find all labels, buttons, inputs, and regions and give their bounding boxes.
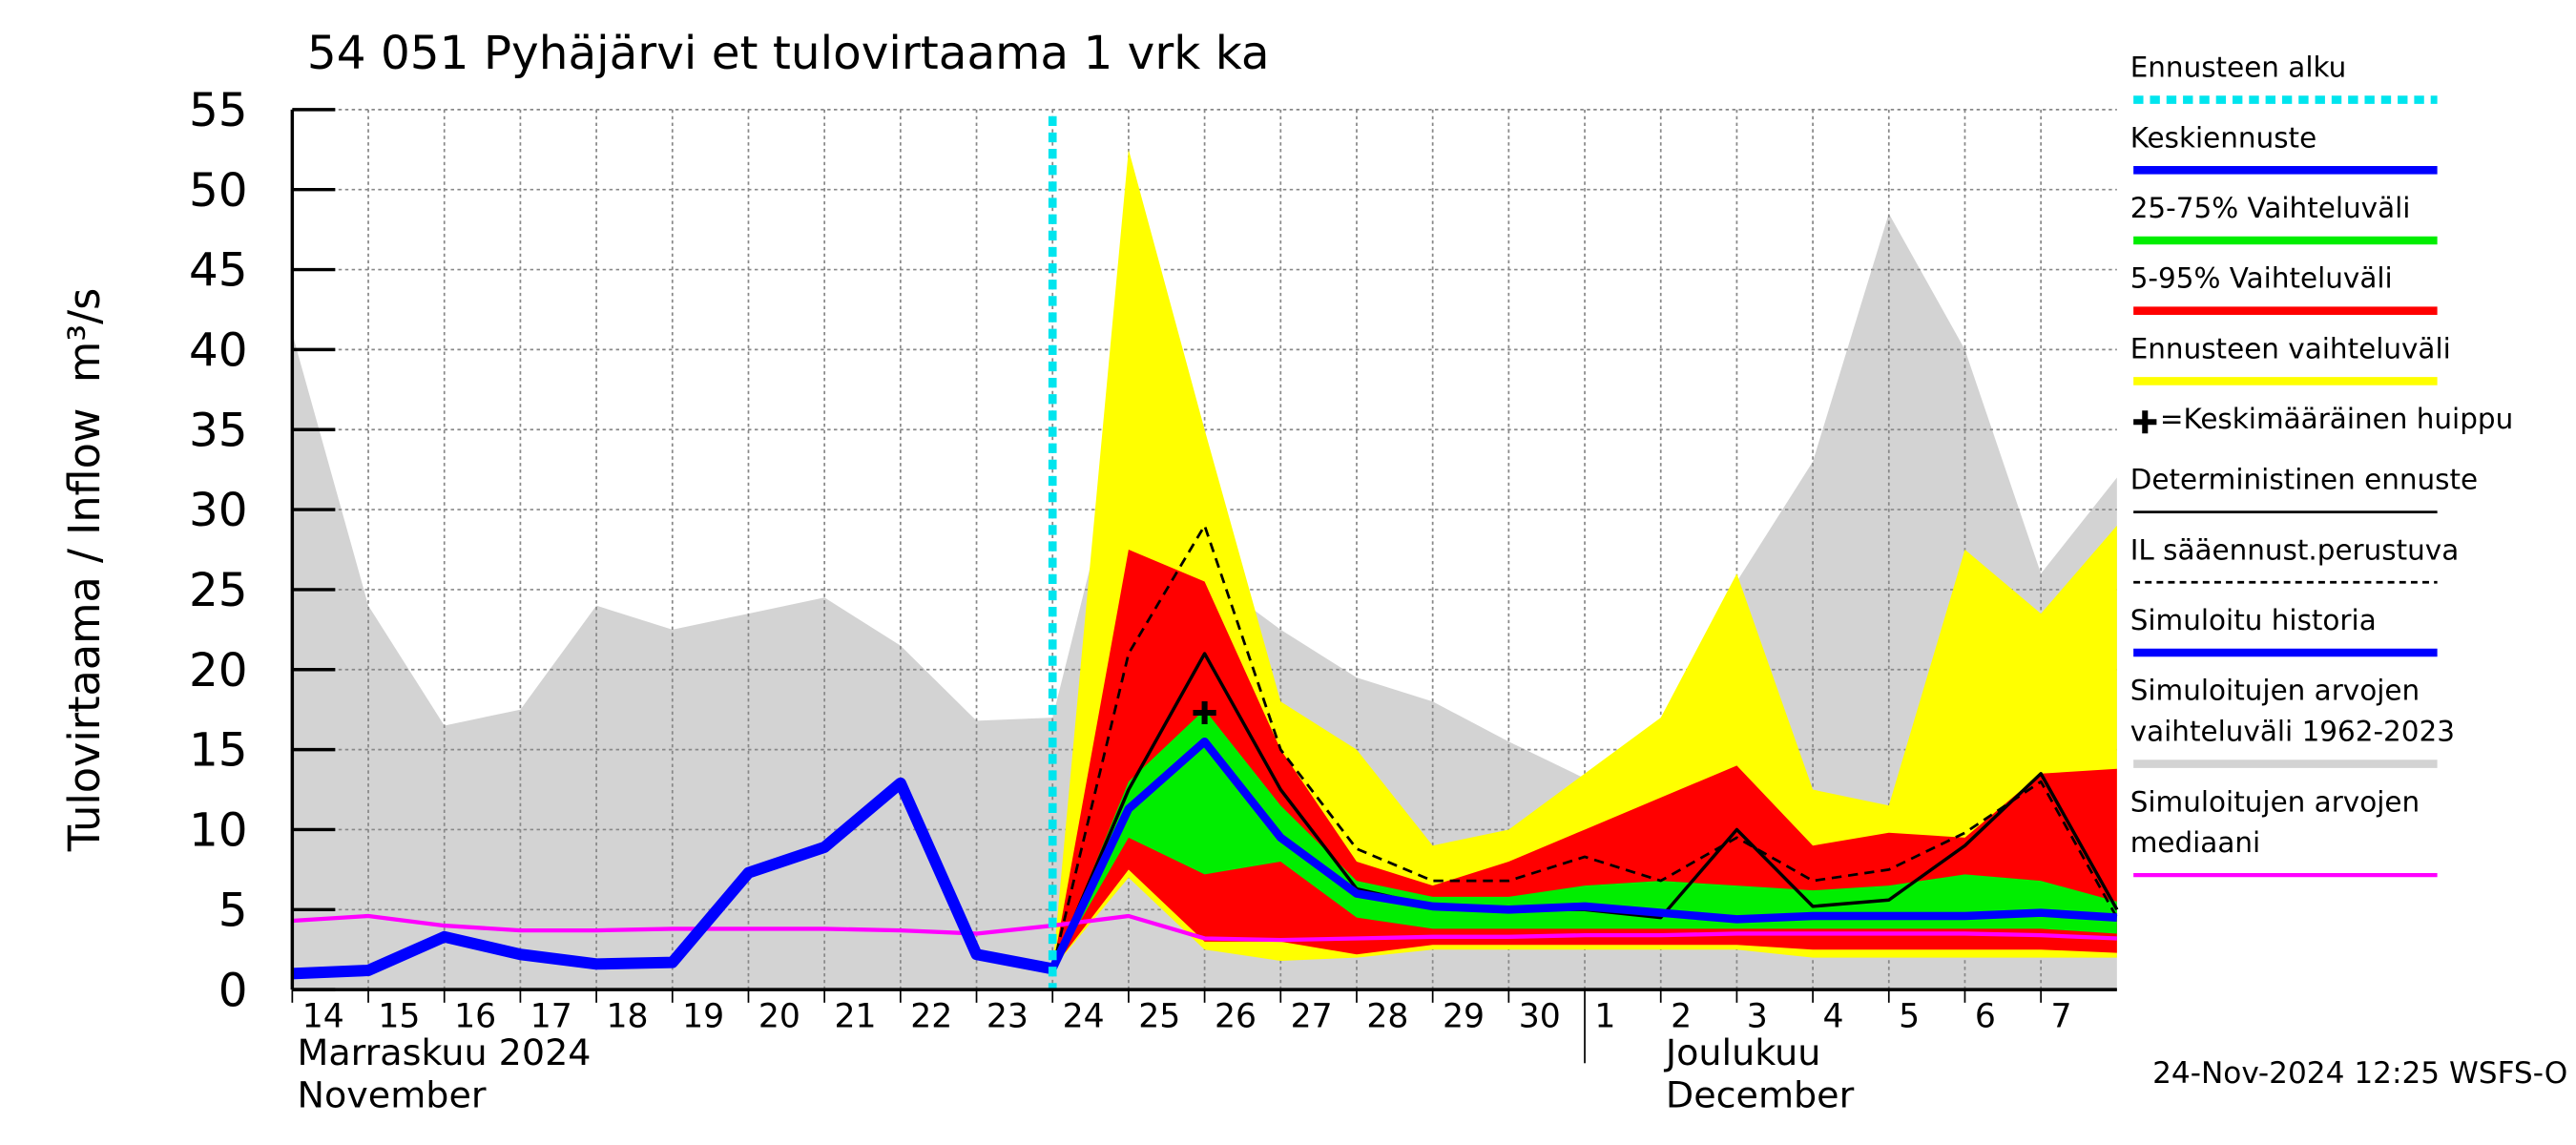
legend-label: Simuloitujen arvojen mediaani (2129, 786, 2420, 861)
line (292, 777, 1054, 980)
y-tick-label: 40 (189, 324, 248, 378)
legend-item: Deterministinen ennuste (2129, 464, 2479, 498)
x-tick-label: 3 (1747, 998, 1768, 1036)
legend-label: =Keskimääräinen huippu (2159, 404, 2514, 437)
y-tick-label: 10 (189, 804, 248, 858)
x-tick-label: 5 (1899, 998, 1920, 1036)
y-tick-label: 35 (189, 405, 248, 458)
legend-item: Ennusteen vaihteluväli (2129, 333, 2451, 366)
x-tick-label: 20 (758, 998, 800, 1036)
x-tick-label: 14 (302, 998, 344, 1036)
x-tick-label: 26 (1215, 998, 1257, 1036)
x-tick-label: 15 (378, 998, 420, 1036)
x-tick-label: 16 (454, 998, 496, 1036)
x-tick-label: 21 (835, 998, 877, 1036)
legend-label: 5-95% Vaihteluväli (2129, 263, 2393, 297)
legend-label: Keskiennuste (2129, 122, 2317, 156)
y-tick-label: 15 (189, 724, 248, 778)
legend-item: Keskiennuste (2129, 122, 2317, 156)
x-tick-label: 7 (2051, 998, 2072, 1036)
y-tick-label: 45 (189, 244, 248, 298)
y-axis-label: Tulovirtaama / Inflow (59, 408, 110, 853)
x-tick-label: 4 (1822, 998, 1843, 1036)
x-tick-label: 23 (987, 998, 1028, 1036)
x-tick-label: 2 (1671, 998, 1692, 1036)
line (1049, 737, 2118, 971)
y-tick-label: 0 (218, 964, 248, 1017)
x-tick-label: 17 (530, 998, 572, 1036)
legend-label: 25-75% Vaihteluväli (2129, 193, 2411, 226)
chart-title: 54 051 Pyhäjärvi et tulovirtaama 1 vrk k… (307, 27, 1270, 80)
month-label: November (298, 1074, 487, 1116)
footer: 24-Nov-2024 12:25 WSFS-O (2152, 1056, 2567, 1091)
legend-item: Simuloitu historia (2129, 605, 2377, 638)
legend-item: 5-95% Vaihteluväli (2129, 263, 2393, 297)
legend-label: Simuloitujen arvojen vaihteluväli 1962-2… (2129, 676, 2455, 750)
x-tick-label: 24 (1063, 998, 1105, 1036)
x-tick-label: 25 (1138, 998, 1180, 1036)
band (1052, 149, 2117, 969)
x-tick-label: 1 (1594, 998, 1615, 1036)
legend-item: =Keskimääräinen huippu (2159, 404, 2514, 437)
y-tick-label: 30 (189, 484, 248, 537)
x-tick-label: 29 (1443, 998, 1485, 1036)
legend-label: Ennusteen vaihteluväli (2129, 333, 2451, 366)
legend-label: Simuloitu historia (2129, 605, 2377, 638)
legend-item: Simuloitujen arvojen mediaani (2129, 786, 2420, 861)
y-tick-label: 50 (189, 164, 248, 218)
legend-marker (2133, 410, 2157, 434)
legend-item: Simuloitujen arvojen vaihteluväli 1962-2… (2129, 676, 2455, 750)
x-tick-label: 6 (1975, 998, 1996, 1036)
x-tick-label: 27 (1291, 998, 1333, 1036)
y-tick-label: 20 (189, 644, 248, 697)
y-axis-unit: m³/s (59, 288, 110, 383)
legend-label: IL sääennust.perustuva (2129, 534, 2460, 568)
x-tick-label: 28 (1366, 998, 1408, 1036)
x-tick-label: 22 (910, 998, 952, 1036)
line (292, 913, 2117, 943)
x-tick-label: 19 (682, 998, 724, 1036)
month-label: December (1666, 1074, 1855, 1116)
peak-marker (1193, 701, 1216, 725)
month-label: Joulukuu (1664, 1031, 1820, 1073)
y-tick-label: 5 (218, 885, 248, 938)
legend-item: IL sääennust.perustuva (2129, 534, 2460, 568)
y-tick-label: 25 (189, 564, 248, 617)
y-tick-label: 55 (189, 84, 248, 137)
month-label: Marraskuu 2024 (298, 1031, 592, 1073)
x-tick-label: 18 (606, 998, 648, 1036)
legend-item: Ennusteen alku (2129, 52, 2347, 86)
legend-label: Deterministinen ennuste (2129, 464, 2479, 498)
x-tick-label: 30 (1519, 998, 1561, 1036)
line (1050, 524, 2119, 969)
legend-label: Ennusteen alku (2129, 52, 2347, 86)
legend-item: 25-75% Vaihteluväli (2129, 193, 2411, 226)
